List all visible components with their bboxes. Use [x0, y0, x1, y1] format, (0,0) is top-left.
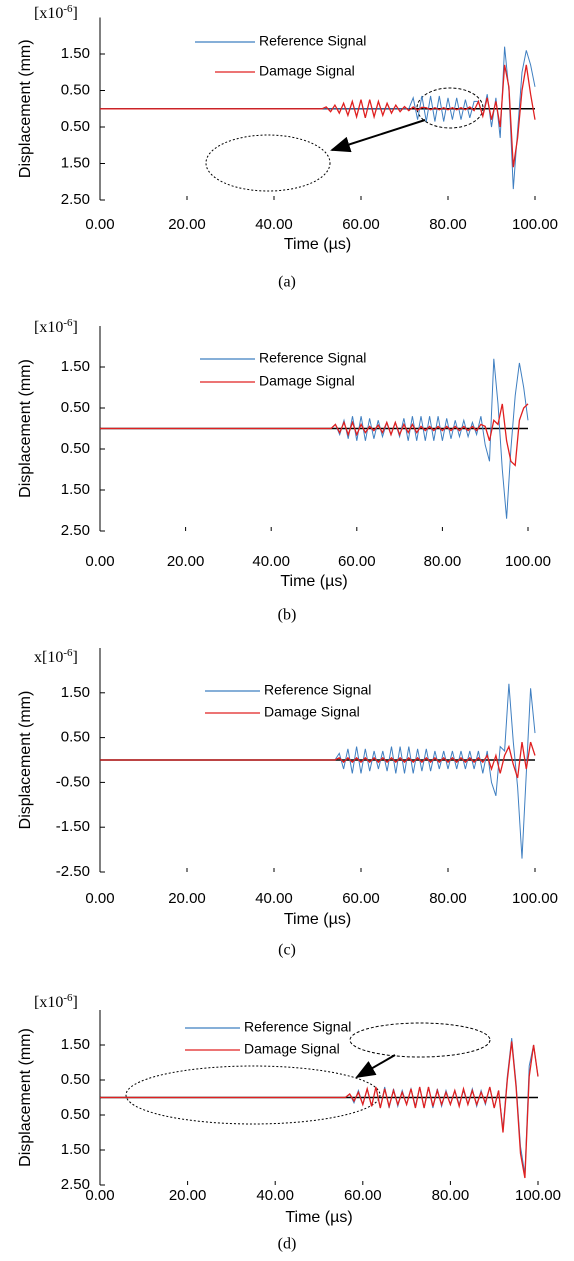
- axis-multiplier: [x10-6]: [34, 3, 78, 22]
- legend-label: Reference Signal: [259, 33, 366, 49]
- axis-multiplier: [x10-6]: [34, 317, 78, 336]
- multiplier-exponent: -6: [63, 317, 73, 329]
- x-tick-label: 0.00: [85, 216, 114, 233]
- multiplier-prefix: [x10: [34, 5, 63, 22]
- chart-panel: 1.50 0.50 -0.50 -1.50 -2.50 0.00 20.00 40.00 60.…: [17, 647, 558, 959]
- axis-multiplier: x[10-6]: [34, 647, 78, 666]
- x-axis-title: Time (µs): [284, 911, 351, 928]
- y-tick-label: 2.50: [61, 1176, 90, 1193]
- multiplier-prefix: [x10: [34, 994, 63, 1011]
- x-tick-label: 0.00: [85, 553, 114, 570]
- y-tick-label: 1.50: [61, 481, 90, 498]
- x-tick-label: 20.00: [169, 1187, 207, 1204]
- chart-panel: 1.50 0.50 0.50 1.50 2.500.00 20.00 40.00 60.00 8…: [17, 992, 561, 1253]
- y-tick-label: 1.50: [61, 1036, 90, 1053]
- y-tick-label: 1.50: [61, 684, 90, 701]
- legend-label: Damage Signal: [244, 1041, 340, 1057]
- multiplier-exponent: -6: [63, 3, 73, 15]
- x-tick-label: 80.00: [424, 553, 462, 570]
- y-tick-label: -1.50: [56, 818, 90, 835]
- x-tick-label: 40.00: [256, 1187, 294, 1204]
- series-line: [100, 403, 529, 467]
- y-tick-label: -2.50: [56, 863, 90, 880]
- y-tick-label: 0.50: [61, 1071, 90, 1088]
- axis-multiplier: [x10-6]: [34, 992, 78, 1011]
- x-tick-label: 40.00: [255, 216, 293, 233]
- x-tick-label: 60.00: [342, 890, 380, 907]
- y-tick-label: 0.50: [61, 118, 90, 135]
- series-line: [100, 1037, 539, 1175]
- chart-panel: 1.50 0.50 0.50 1.50 2.50 0.00 20.00 40.00 60.00 8…: [17, 3, 558, 291]
- legend-label: Reference Signal: [259, 350, 366, 366]
- x-tick-label: 80.00: [429, 216, 467, 233]
- multiplier-suffix: ]: [73, 994, 78, 1011]
- multiplier-exponent: -6: [63, 647, 73, 659]
- caption: (a): [278, 274, 296, 291]
- y-tick-label: 0.50: [61, 399, 90, 416]
- y-tick-label: 1.50: [61, 154, 90, 171]
- x-tick-label: 20.00: [168, 890, 206, 907]
- caption: (d): [278, 1236, 297, 1253]
- y-tick-label: -0.50: [56, 773, 90, 790]
- multiplier-exponent: -6: [63, 992, 73, 1004]
- x-tick-label: 100.00: [512, 216, 558, 233]
- multiplier-suffix: ]: [73, 319, 78, 336]
- x-tick-label: 20.00: [168, 216, 206, 233]
- x-tick-label: 60.00: [338, 553, 376, 570]
- x-tick-label: 40.00: [252, 553, 290, 570]
- y-tick-label: 1.50: [61, 45, 90, 62]
- series-line: [100, 1041, 539, 1179]
- multiplier-prefix: [x10: [34, 319, 63, 336]
- y-tick-label: 1.50: [61, 358, 90, 375]
- y-tick-label: 0.50: [61, 729, 90, 746]
- x-tick-label: 60.00: [342, 216, 380, 233]
- x-tick-label: 80.00: [429, 890, 467, 907]
- x-tick-label: 0.00: [85, 1187, 114, 1204]
- x-tick-label: 100.00: [505, 553, 551, 570]
- y-axis-title: Displacement (mm): [17, 691, 34, 830]
- series-line: [100, 741, 536, 779]
- x-tick-label: 100.00: [512, 890, 558, 907]
- y-tick-label: 2.50: [61, 522, 90, 539]
- x-tick-label: 80.00: [432, 1187, 470, 1204]
- x-tick-label: 20.00: [167, 553, 205, 570]
- legend-label: Damage Signal: [259, 63, 355, 79]
- y-tick-label: 0.50: [61, 81, 90, 98]
- chart-panel: 1.50 0.50 0.50 1.50 2.50 0.00 20.00 40.00 60.00 8…: [17, 317, 551, 624]
- y-tick-label: 2.50: [61, 191, 90, 208]
- multiplier-suffix: ]: [73, 649, 78, 666]
- multiplier-prefix: x[10: [34, 649, 63, 666]
- x-axis-title: Time (µs): [280, 573, 347, 590]
- x-tick-label: 40.00: [255, 890, 293, 907]
- legend-label: Reference Signal: [264, 682, 371, 698]
- caption: (c): [278, 942, 296, 959]
- x-tick-label: 60.00: [344, 1187, 382, 1204]
- y-tick-label: 0.50: [61, 1106, 90, 1123]
- y-axis-title: Displacement (mm): [17, 39, 34, 178]
- caption: (b): [278, 607, 297, 624]
- multiplier-suffix: ]: [73, 5, 78, 22]
- series-line: [100, 64, 536, 168]
- y-axis-title: Displacement (mm): [17, 359, 34, 498]
- annotation: [125, 87, 491, 1125]
- y-axis-title: Displacement (mm): [17, 1028, 34, 1167]
- legend-label: Damage Signal: [259, 373, 355, 389]
- x-tick-label: 100.00: [515, 1187, 561, 1204]
- legend-label: Damage Signal: [264, 704, 360, 720]
- x-tick-label: 0.00: [85, 890, 114, 907]
- y-tick-label: 0.50: [61, 440, 90, 457]
- x-axis-title: Time (µs): [284, 236, 351, 253]
- legend-label: Reference Signal: [244, 1019, 351, 1035]
- x-axis-title: Time (µs): [285, 1209, 352, 1226]
- y-tick-label: 1.50: [61, 1141, 90, 1158]
